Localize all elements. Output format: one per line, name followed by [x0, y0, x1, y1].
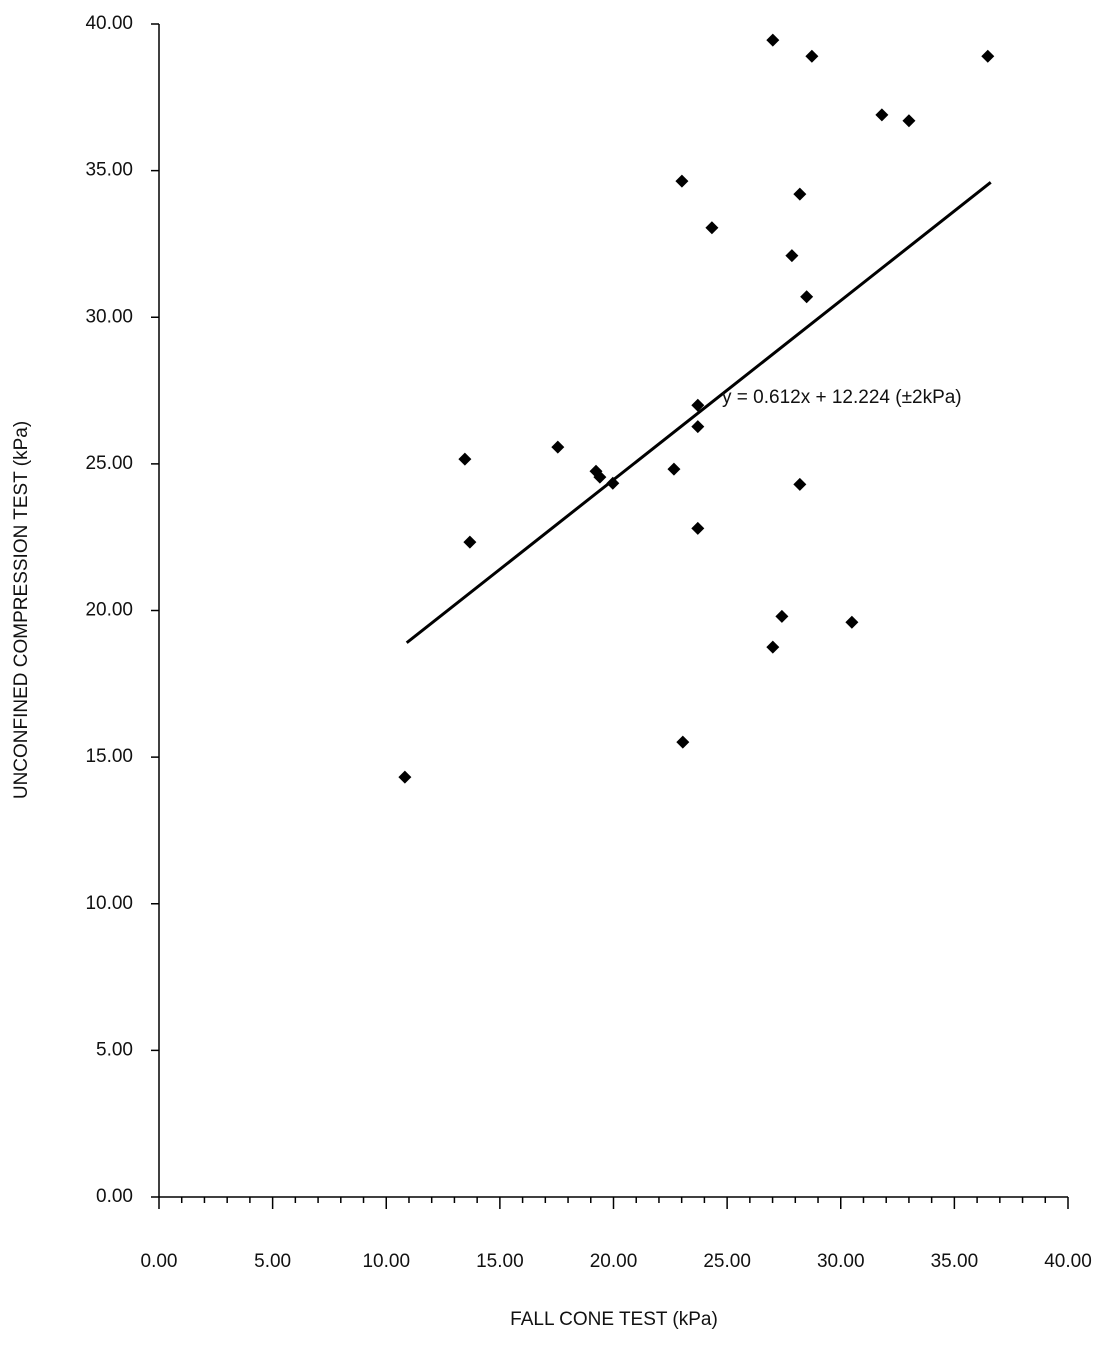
data-point — [845, 615, 859, 629]
y-tick-label: 35.00 — [85, 160, 133, 181]
x-axis-title: FALL CONE TEST (kPa) — [510, 1309, 718, 1330]
data-point — [766, 640, 780, 654]
data-point — [691, 420, 705, 434]
data-point — [875, 108, 889, 122]
data-point — [800, 290, 814, 304]
y-tick-label: 20.00 — [85, 600, 133, 621]
x-tick-label: 35.00 — [931, 1251, 979, 1272]
y-tick-label: 30.00 — [85, 306, 133, 327]
x-tick-label: 30.00 — [817, 1251, 865, 1272]
y-tick-label: 15.00 — [85, 746, 133, 767]
data-point — [463, 535, 477, 549]
data-point — [766, 33, 780, 47]
data-point — [398, 770, 412, 784]
data-point — [981, 49, 995, 63]
x-tick-label: 15.00 — [476, 1251, 524, 1272]
data-point — [705, 221, 719, 235]
data-point — [458, 452, 472, 466]
data-point — [793, 187, 807, 201]
x-tick-label: 25.00 — [703, 1251, 751, 1272]
data-point — [667, 462, 681, 476]
trend-annotation: y = 0.612x + 12.224 (±2kPa) — [722, 387, 962, 408]
y-tick-label: 5.00 — [96, 1039, 133, 1060]
data-point — [775, 609, 789, 623]
y-tick-label: 25.00 — [85, 453, 133, 474]
data-point — [593, 470, 607, 484]
y-axis-title: UNCONFINED COMPRESSION TEST (kPa) — [11, 421, 32, 799]
y-tick-label: 0.00 — [96, 1186, 133, 1207]
x-tick-label: 5.00 — [254, 1251, 291, 1272]
data-point — [793, 477, 807, 491]
data-point — [902, 114, 916, 128]
x-tick-label: 10.00 — [362, 1251, 410, 1272]
data-point — [785, 249, 799, 263]
data-point — [551, 440, 565, 454]
x-tick-label: 40.00 — [1044, 1251, 1092, 1272]
data-point — [805, 49, 819, 63]
y-tick-label: 10.00 — [85, 893, 133, 914]
data-point — [691, 398, 705, 412]
data-point — [675, 174, 689, 188]
trend-line — [405, 181, 992, 644]
x-tick-label: 20.00 — [590, 1251, 638, 1272]
data-point — [606, 476, 620, 490]
x-tick-label: 0.00 — [141, 1251, 178, 1272]
y-tick-label: 40.00 — [85, 13, 133, 34]
data-point — [691, 521, 705, 535]
data-point — [676, 735, 690, 749]
